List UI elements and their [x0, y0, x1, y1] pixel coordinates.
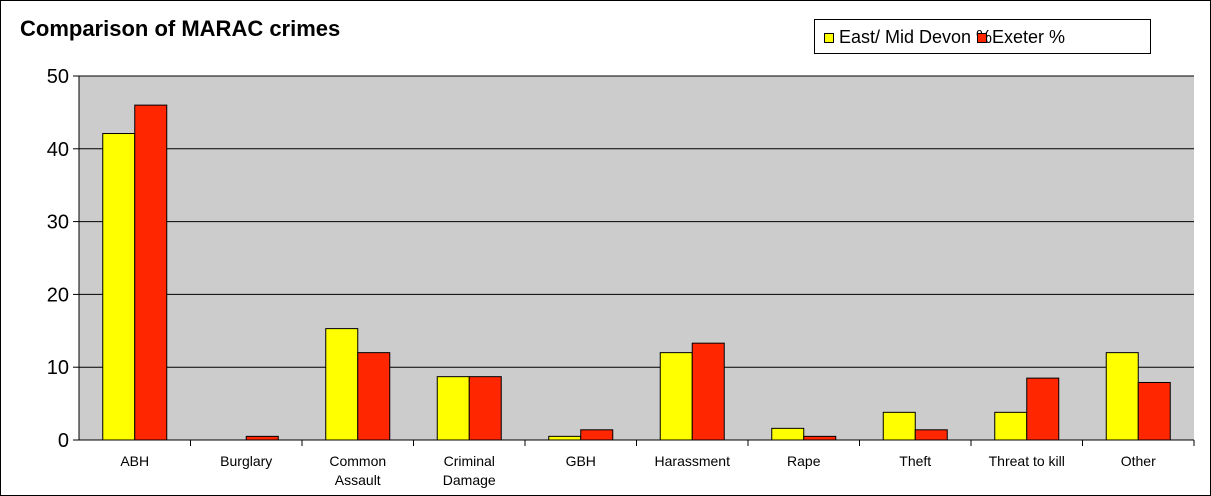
y-tick-label: 50: [47, 66, 69, 88]
bar-east-mid-devon-theft: [882, 411, 916, 441]
bar-exeter-theft: [914, 429, 948, 441]
bar-east-mid-devon-other: [1105, 352, 1139, 441]
y-tick-label: 20: [47, 284, 69, 306]
bar-east-mid-devon-criminal-damage: [436, 376, 470, 441]
x-tick-label-common-assault: Assault: [335, 472, 381, 488]
x-tick-label-rape: Rape: [787, 453, 821, 469]
y-tick-label: 10: [47, 357, 69, 379]
legend-item-east-mid-devon: East/ Mid Devon %: [824, 27, 992, 48]
chart-legend: East/ Mid Devon % Exeter %: [814, 19, 1151, 54]
x-tick-label-common-assault: Common: [329, 453, 386, 469]
legend-swatch-exeter: [977, 32, 987, 43]
bar-exeter-threat-to-kill: [1026, 377, 1060, 441]
x-tick-label-gbh: GBH: [566, 453, 596, 469]
bar-exeter-common-assault: [357, 352, 391, 441]
x-tick-label-criminal-damage: Damage: [443, 472, 496, 488]
x-tick-label-harassment: Harassment: [655, 453, 731, 469]
legend-label-east-mid-devon: East/ Mid Devon %: [839, 27, 993, 47]
chart-title: Comparison of MARAC crimes: [20, 16, 341, 41]
bar-east-mid-devon-common-assault: [325, 328, 359, 441]
bar-exeter-gbh: [580, 429, 614, 441]
bar-east-mid-devon-rape: [771, 427, 805, 441]
legend-label-exeter: Exeter %: [992, 27, 1066, 47]
y-tick-label: 0: [58, 430, 69, 452]
bar-exeter-criminal-damage: [468, 376, 502, 441]
bar-exeter-abh: [134, 104, 168, 441]
y-tick-label: 30: [47, 212, 69, 234]
bar-east-mid-devon-harassment: [659, 352, 693, 441]
bar-exeter-harassment: [691, 342, 725, 441]
bar-exeter-rape: [803, 435, 837, 441]
x-tick-label-criminal-damage: Criminal: [444, 453, 495, 469]
bar-exeter-burglary: [245, 435, 279, 441]
bar-east-mid-devon-abh: [102, 133, 136, 441]
bar-east-mid-devon-threat-to-kill: [994, 411, 1028, 441]
legend-item-exeter: Exeter %: [977, 27, 1065, 48]
x-tick-label-threat-to-kill: Threat to kill: [989, 453, 1065, 469]
x-tick-label-burglary: Burglary: [220, 453, 272, 469]
x-tick-label-abh: ABH: [120, 453, 149, 469]
plot-area: [79, 76, 1194, 440]
y-tick-label: 40: [47, 139, 69, 161]
legend-swatch-east-mid-devon: [824, 32, 834, 43]
x-tick-label-other: Other: [1121, 453, 1156, 469]
bar-east-mid-devon-gbh: [548, 435, 582, 441]
x-tick-label-theft: Theft: [899, 453, 931, 469]
bar-exeter-other: [1137, 381, 1171, 441]
